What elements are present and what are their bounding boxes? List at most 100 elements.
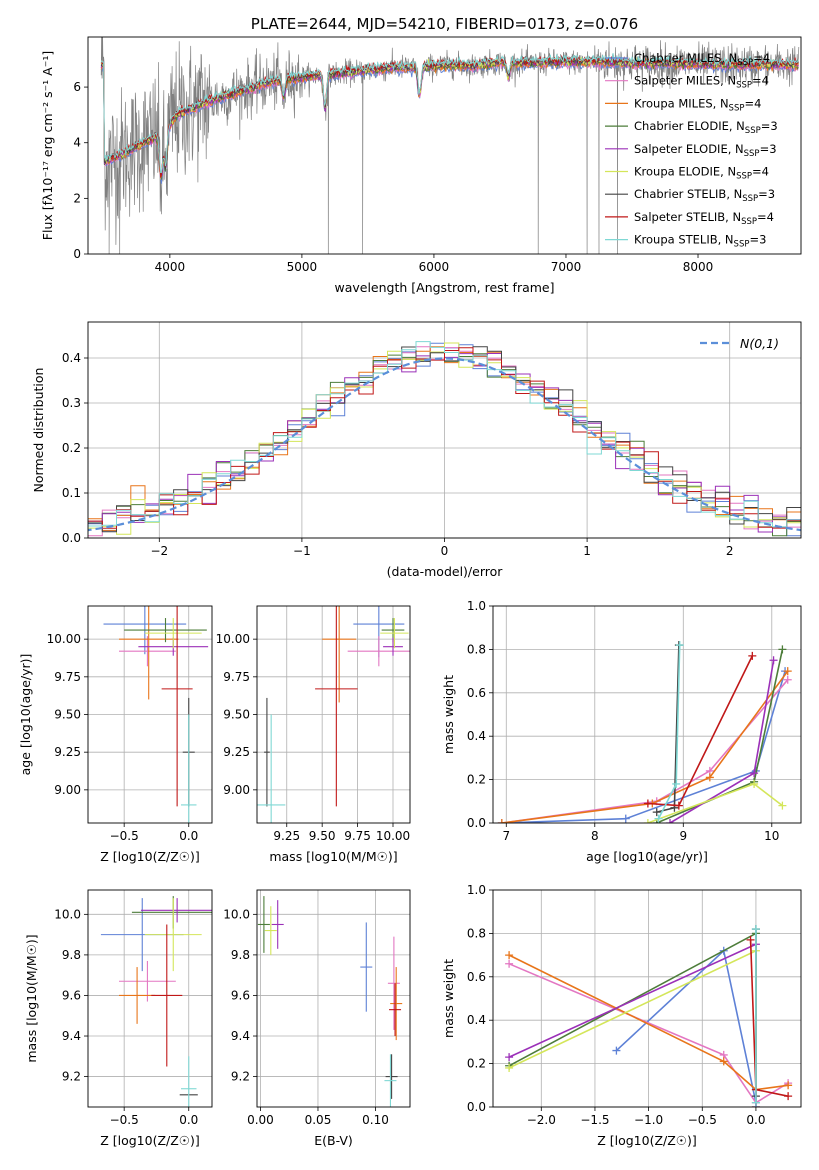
weight-marker [674, 801, 683, 810]
x-tick-label: −1.5 [580, 1113, 609, 1127]
y-axis-label: mass weight [441, 675, 456, 754]
y-axis-label: Normed distribution [31, 368, 46, 493]
plot-weight-vs-z: −2.0 −1.5 −1.0 −0.5 0.0 0.0 0.2 0.4 0.6 0.8 1.0 Z [… [441, 883, 802, 1148]
error-bar-point-3 [360, 922, 373, 1012]
error-bar-point-3 [124, 618, 207, 643]
error-bar-point-7 [264, 697, 270, 807]
weight-marker [783, 675, 792, 684]
weight-marker [675, 641, 684, 650]
weight-marker [505, 1053, 514, 1062]
y-axis-label: Flux [fλ10⁻¹⁷ erg cm⁻² s⁻¹ A⁻¹] [40, 51, 55, 240]
axes-frame [492, 605, 802, 824]
legend-entry: N(0,1) [740, 336, 779, 351]
weight-marker [672, 779, 681, 788]
weight-marker [784, 1081, 793, 1090]
legend-entry: Salpeter ELODIE, NSSP=3 [634, 142, 777, 159]
x-tick-label: −2 [150, 544, 168, 558]
x-axis-label: Z [log10(Z/Z☉)] [597, 1133, 697, 1148]
weight-line-1 [501, 679, 789, 823]
axes-frame [256, 889, 411, 1108]
x-tick-label: 10.00 [376, 829, 410, 843]
y-tick-label: 0.0 [467, 816, 486, 830]
y-tick-label: 9.00 [223, 783, 250, 797]
y-tick-label: 9.75 [54, 670, 81, 684]
error-bar-point-5 [380, 618, 409, 649]
weight-marker [505, 951, 514, 960]
plot-area [497, 641, 792, 823]
y-tick-label: 0.1 [62, 486, 81, 500]
legend: Chabrier MILES, NSSP=4 Salpeter MILES, NS… [605, 51, 778, 250]
plot-area [257, 606, 410, 823]
weight-marker [643, 819, 652, 823]
y-tick-label: 9.4 [231, 1029, 250, 1043]
y-tick-label: 0.0 [467, 1100, 486, 1114]
error-bar-point-8 [257, 714, 286, 823]
x-tick-label: 0.0 [746, 1113, 765, 1127]
legend-entry: Kroupa STELIB, NSSP=3 [634, 233, 766, 250]
y-tick-label: 9.6 [62, 988, 81, 1002]
plot-spectrum: 4000 5000 6000 7000 8000 0 2 4 6 wavelength [Angs… [40, 15, 802, 295]
x-tick-label: 7000 [551, 260, 582, 274]
weight-marker [497, 819, 506, 823]
error-bar-point-5 [390, 967, 403, 1041]
x-tick-label: −1.0 [634, 1113, 663, 1127]
error-bar-point-6 [161, 606, 193, 807]
y-tick-label: 9.00 [54, 783, 81, 797]
weight-marker [612, 1046, 621, 1055]
plot-area [100, 896, 212, 1107]
weight-marker [666, 819, 675, 823]
weight-line-0 [501, 670, 786, 823]
x-tick-label: 8000 [683, 260, 714, 274]
weight-marker [505, 1063, 514, 1072]
error-bar-point-1 [119, 636, 176, 667]
y-tick-label: 1.0 [467, 883, 486, 897]
axes-frame [87, 889, 213, 1108]
y-tick-label: 0.2 [62, 441, 81, 455]
weight-marker [769, 656, 778, 665]
y-tick-label: 10.0 [54, 907, 81, 921]
y-tick-label: 0.2 [467, 1057, 486, 1071]
weight-line-2 [501, 670, 789, 823]
legend-entry: Kroupa MILES, NSSP=4 [634, 96, 761, 113]
y-tick-label: 0.4 [467, 729, 486, 743]
x-tick-label: 0.10 [362, 1113, 389, 1127]
x-axis-label: Z [log10(Z/Z☉)] [100, 849, 200, 864]
error-bar-point-8 [181, 714, 197, 823]
axes-frame [87, 605, 213, 824]
x-tick-label: 9.75 [344, 829, 371, 843]
weight-marker [643, 799, 652, 808]
error-bar-point-2 [322, 606, 357, 703]
x-tick-label: 0 [441, 544, 449, 558]
x-tick-label: 9.50 [309, 829, 336, 843]
y-tick-label: 9.2 [231, 1070, 250, 1084]
weight-marker [748, 651, 757, 660]
x-tick-label: 10 [764, 829, 779, 843]
plot-area [257, 896, 403, 1107]
weight-marker [751, 1098, 760, 1107]
error-bar-point-1 [347, 636, 410, 667]
error-bar-point-7 [385, 1054, 398, 1099]
weight-line-4 [669, 660, 775, 823]
x-axis-label: E(B-V) [314, 1133, 353, 1148]
error-bar-point-2 [271, 900, 284, 949]
legend-entry: Kroupa ELODIE, NSSP=4 [634, 165, 769, 182]
y-tick-label: 0.6 [467, 686, 486, 700]
x-tick-label: 0.05 [305, 1113, 332, 1127]
axes-frame [256, 605, 411, 824]
weight-marker [778, 645, 787, 654]
error-bar-point-2 [119, 606, 179, 700]
residual-histogram-8 [88, 341, 801, 528]
error-bar-point-1 [264, 906, 277, 955]
axes-frame [87, 321, 802, 539]
x-tick-label: 0.0 [179, 829, 198, 843]
plot-area [88, 341, 801, 537]
axes-frame [492, 889, 802, 1108]
weight-marker [654, 814, 663, 823]
x-tick-label: −2.0 [527, 1113, 556, 1127]
error-bar-point-0 [257, 896, 270, 953]
axes-frame [87, 36, 802, 255]
y-tick-label: 0.0 [62, 531, 81, 545]
weight-marker [652, 808, 661, 817]
x-tick-label: −1 [293, 544, 311, 558]
